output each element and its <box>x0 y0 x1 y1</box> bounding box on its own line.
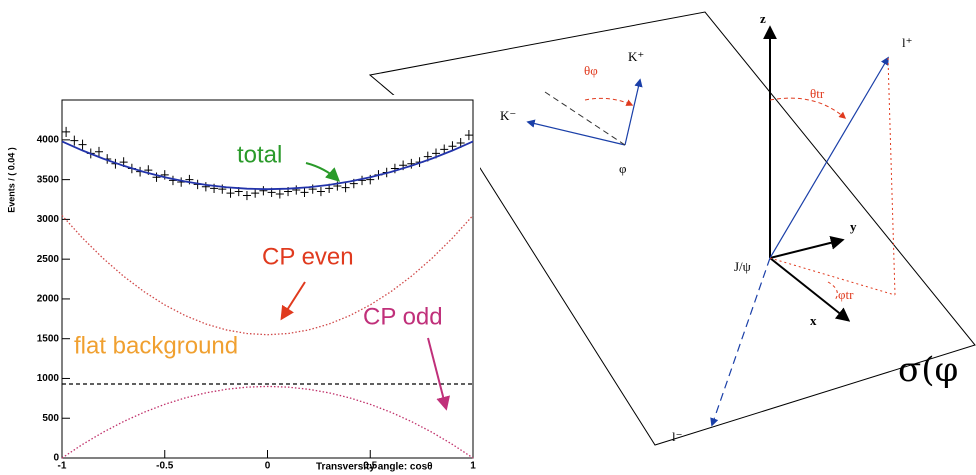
kplus-label: K⁺ <box>628 49 644 64</box>
x-label: x <box>810 313 817 328</box>
x-axis <box>770 258 848 320</box>
x-tick-label: -1 <box>58 461 67 472</box>
phi-tr-label: φtr <box>838 287 854 302</box>
jpsi-label: J/ψ <box>734 259 751 274</box>
page: {"chart_data": {"type": "line", "ylabel"… <box>0 0 976 475</box>
annotation: flat background <box>74 332 238 359</box>
y-tick-label: 2500 <box>37 254 60 265</box>
lminus-label: l⁻ <box>672 429 682 444</box>
annotation: CP odd <box>363 303 443 330</box>
y-tick-label: 3500 <box>37 174 60 185</box>
x-tick-label: -0.5 <box>156 461 174 472</box>
lepton-minus <box>712 258 770 425</box>
phi-label: φ <box>619 161 627 176</box>
annotation: total <box>237 141 282 168</box>
slide: z y x J/ψ l⁺ l⁻ K⁺ K⁻ φ θφ θtr φtr σ(φ E… <box>0 0 976 475</box>
projection <box>888 58 895 295</box>
kaon-minus <box>528 122 625 145</box>
y-label: y <box>850 219 857 234</box>
lepton-plus <box>770 58 888 258</box>
side-text: σ(φ <box>898 350 958 390</box>
y-tick-label: 4000 <box>37 135 60 146</box>
x-tick-label: 0 <box>265 461 271 472</box>
phi-tr-arc <box>828 282 837 300</box>
y-axis <box>770 240 842 258</box>
plot-panel: Events / ( 0.04 ) Transversity angle: co… <box>0 95 480 475</box>
y-tick-label: 500 <box>42 413 59 424</box>
z-label: z <box>760 11 766 26</box>
y-axis-label: Events / ( 0.04 ) <box>6 147 16 213</box>
annotation: CP even <box>262 243 354 270</box>
theta-tr-arc <box>770 98 845 118</box>
theta-tr-label: θtr <box>810 86 825 101</box>
kminus-label: K⁻ <box>500 108 516 123</box>
theta-phi-arc <box>585 98 632 105</box>
x-tick-label: 1 <box>470 461 476 472</box>
y-tick-label: 1000 <box>37 373 60 384</box>
y-tick-label: 2000 <box>37 294 60 305</box>
x-tick-label: 0.5 <box>363 461 377 472</box>
kaon-plus <box>625 80 640 145</box>
lplus-label: l⁺ <box>902 35 912 50</box>
theta-phi-label: θφ <box>584 63 598 78</box>
y-tick-label: 3000 <box>37 214 60 225</box>
projection <box>770 258 895 295</box>
y-tick-label: 1500 <box>37 333 60 344</box>
